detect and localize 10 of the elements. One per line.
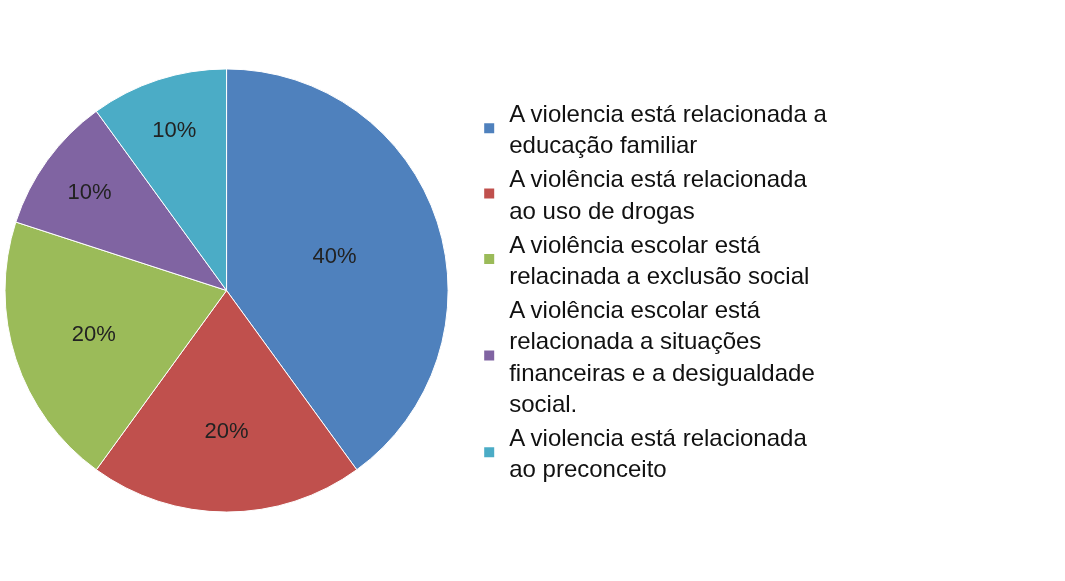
data-label: 10% xyxy=(152,117,197,143)
data-label: 20% xyxy=(204,417,249,443)
data-label: 40% xyxy=(312,242,357,268)
legend-label: A violencia está relacionada a educação familiar xyxy=(509,99,828,159)
legend-label: A violência está relacionada ao uso de drogas xyxy=(509,165,808,224)
legend-label: A violência escolar está relacinada a exclusão social xyxy=(509,230,810,289)
legend-label: A violencia está relacionada ao preconceito xyxy=(509,423,808,483)
data-label: 20% xyxy=(71,321,116,347)
legend-label: A violência escolar está relacionada a situações financeiras e a desigualdade social. xyxy=(509,296,815,417)
data-label: 10% xyxy=(67,178,112,204)
